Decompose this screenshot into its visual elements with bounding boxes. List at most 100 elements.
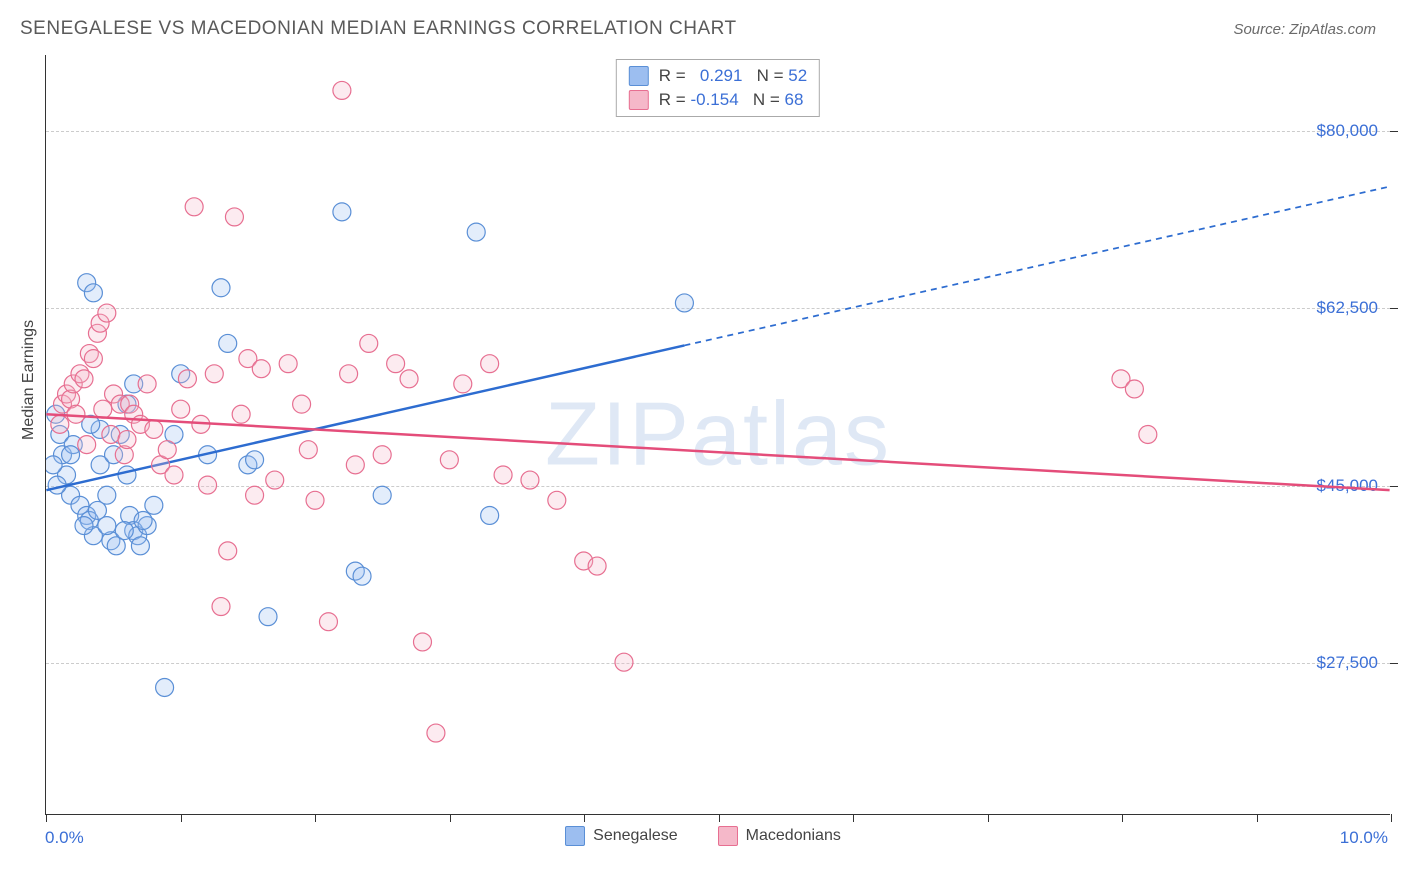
scatter-point (118, 466, 136, 484)
stat-r-value: -0.154 (690, 90, 738, 110)
scatter-point (246, 486, 264, 504)
scatter-point (481, 506, 499, 524)
scatter-point (172, 400, 190, 418)
stat-n-label: N = (742, 66, 788, 86)
scatter-point (67, 405, 85, 423)
scatter-point (185, 198, 203, 216)
scatter-point (219, 542, 237, 560)
scatter-point (259, 608, 277, 626)
stat-r-label: R = (659, 90, 691, 110)
tick-right (1390, 663, 1398, 664)
scatter-point (98, 304, 116, 322)
scatter-point (373, 446, 391, 464)
scatter-point (521, 471, 539, 489)
legend-swatch (718, 826, 738, 846)
legend-item: Macedonians (718, 826, 841, 846)
scatter-point (145, 496, 163, 514)
scatter-point (427, 724, 445, 742)
scatter-point (400, 370, 418, 388)
scatter-point (138, 375, 156, 393)
scatter-point (84, 284, 102, 302)
tick-right (1390, 308, 1398, 309)
tick-bottom (988, 814, 989, 822)
scatter-point (98, 486, 116, 504)
stat-n-value: 52 (788, 66, 807, 86)
tick-right (1390, 486, 1398, 487)
tick-bottom (450, 814, 451, 822)
scatter-point (319, 613, 337, 631)
scatter-point (246, 451, 264, 469)
scatter-point (219, 334, 237, 352)
scatter-point (94, 400, 112, 418)
scatter-point (333, 81, 351, 99)
scatter-plot-svg (46, 55, 1390, 814)
scatter-point (84, 350, 102, 368)
stat-swatch (629, 66, 649, 86)
scatter-point (118, 431, 136, 449)
stat-n-value: 68 (784, 90, 803, 110)
stat-swatch (629, 90, 649, 110)
scatter-point (373, 486, 391, 504)
scatter-point (75, 517, 93, 535)
scatter-point (353, 567, 371, 585)
scatter-point (46, 456, 62, 474)
scatter-point (1125, 380, 1143, 398)
tick-bottom (719, 814, 720, 822)
scatter-point (134, 512, 152, 530)
stat-r-value: 0.291 (690, 66, 742, 86)
scatter-point (414, 633, 432, 651)
chart-plot-area: ZIPatlas R = 0.291 N = 52R = -0.154 N = … (45, 55, 1390, 815)
y-axis-title: Median Earnings (20, 320, 38, 440)
scatter-point (588, 557, 606, 575)
scatter-point (156, 679, 174, 697)
scatter-point (333, 203, 351, 221)
scatter-point (299, 441, 317, 459)
correlation-stat-box: R = 0.291 N = 52R = -0.154 N = 68 (616, 59, 820, 117)
scatter-point (293, 395, 311, 413)
scatter-point (212, 598, 230, 616)
scatter-point (98, 517, 116, 535)
scatter-point (266, 471, 284, 489)
source-label: Source: ZipAtlas.com (1233, 21, 1376, 38)
scatter-point (178, 370, 196, 388)
stat-r-label: R = (659, 66, 691, 86)
scatter-point (340, 365, 358, 383)
scatter-point (205, 365, 223, 383)
scatter-point (481, 355, 499, 373)
scatter-point (75, 370, 93, 388)
trend-line-dashed (684, 187, 1389, 346)
scatter-point (51, 415, 69, 433)
scatter-point (225, 208, 243, 226)
legend-label: Macedonians (746, 827, 841, 845)
tick-bottom (1257, 814, 1258, 822)
scatter-point (102, 426, 120, 444)
stat-n-label: N = (739, 90, 785, 110)
tick-bottom (46, 814, 47, 822)
scatter-point (165, 466, 183, 484)
scatter-point (145, 420, 163, 438)
scatter-point (387, 355, 405, 373)
legend-label: Senegalese (593, 827, 678, 845)
tick-bottom (1391, 814, 1392, 822)
scatter-point (62, 446, 80, 464)
scatter-point (252, 360, 270, 378)
scatter-point (212, 279, 230, 297)
stat-row: R = -0.154 N = 68 (617, 88, 819, 112)
scatter-point (199, 476, 217, 494)
scatter-point (306, 491, 324, 509)
scatter-point (279, 355, 297, 373)
scatter-point (232, 405, 250, 423)
legend-item: Senegalese (565, 826, 678, 846)
scatter-point (675, 294, 693, 312)
scatter-point (360, 334, 378, 352)
tick-bottom (1122, 814, 1123, 822)
scatter-point (454, 375, 472, 393)
tick-bottom (584, 814, 585, 822)
scatter-point (78, 436, 96, 454)
trend-line (46, 414, 1389, 490)
scatter-point (548, 491, 566, 509)
stat-row: R = 0.291 N = 52 (617, 64, 819, 88)
scatter-point (346, 456, 364, 474)
scatter-point (1139, 426, 1157, 444)
tick-right (1390, 131, 1398, 132)
